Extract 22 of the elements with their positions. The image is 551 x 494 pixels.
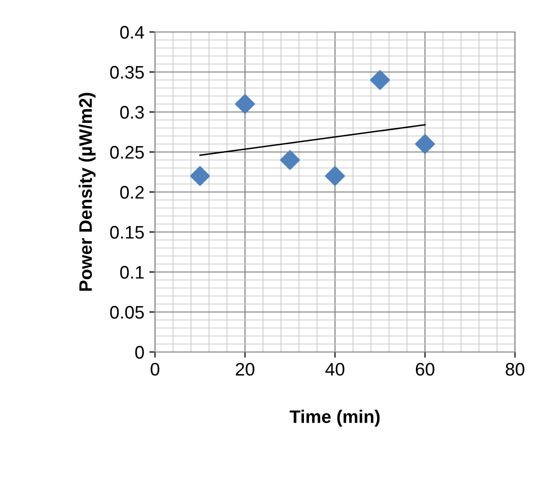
x-tick-label: 20: [236, 362, 254, 376]
y-tick-label: 0.3: [120, 106, 144, 119]
point: [234, 94, 256, 114]
x-tick-label: 40: [325, 362, 344, 376]
x-tick-label: 80: [506, 362, 524, 376]
y-tick-label: 0: [135, 346, 144, 359]
point: [324, 166, 346, 186]
y-tick-label: 0.1: [120, 266, 144, 279]
y-tick-label: 0.05: [110, 306, 144, 319]
x-tick-label: 60: [416, 362, 434, 376]
y-tick-label: 0.4: [120, 26, 144, 39]
y-tick-label: 0.2: [120, 186, 144, 199]
y-axis-title: Power Density (µW/m2): [78, 92, 96, 291]
y-tick-label: 0.15: [110, 226, 144, 239]
x-tick-label: 0: [150, 362, 160, 376]
y-tick-label: 0.35: [110, 66, 144, 79]
point: [414, 134, 436, 154]
y-tick-label: 0.25: [110, 146, 144, 159]
point: [190, 166, 210, 186]
point: [370, 70, 390, 90]
point: [280, 150, 300, 170]
x-axis-title: Time (min): [290, 410, 380, 427]
